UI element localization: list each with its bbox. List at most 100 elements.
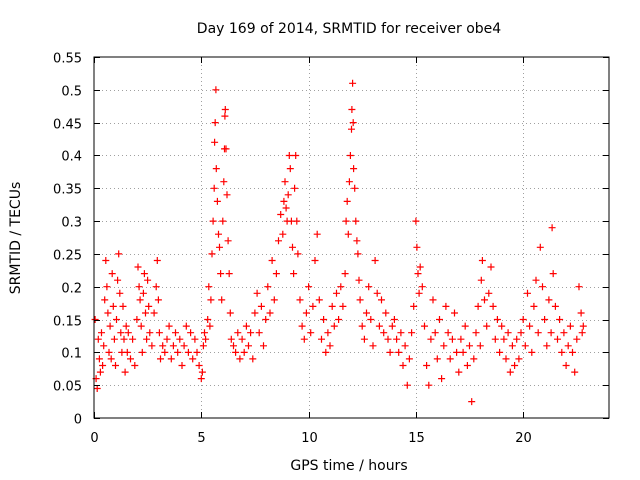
data-point bbox=[238, 335, 246, 343]
data-point bbox=[413, 243, 421, 251]
data-point bbox=[232, 348, 240, 356]
data-point bbox=[455, 368, 463, 376]
data-point bbox=[355, 276, 363, 284]
data-point bbox=[209, 217, 217, 225]
data-point bbox=[189, 355, 197, 363]
data-point bbox=[91, 316, 99, 323]
data-point bbox=[453, 348, 461, 356]
data-point bbox=[344, 230, 352, 238]
data-point bbox=[167, 355, 175, 363]
data-point bbox=[386, 348, 394, 356]
data-point bbox=[206, 322, 214, 330]
data-point bbox=[466, 342, 473, 350]
data-point bbox=[133, 316, 141, 323]
data-point bbox=[562, 362, 570, 369]
x-tick-label: 15 bbox=[408, 431, 425, 446]
data-point bbox=[197, 375, 205, 383]
data-point bbox=[129, 335, 137, 343]
data-point bbox=[320, 316, 328, 323]
y-tick-label: 0.4 bbox=[61, 150, 82, 165]
data-point bbox=[363, 309, 370, 317]
data-point bbox=[530, 302, 538, 310]
data-point bbox=[253, 289, 261, 297]
data-point bbox=[262, 316, 270, 323]
data-point bbox=[218, 296, 226, 304]
data-point bbox=[444, 329, 452, 337]
data-point bbox=[551, 302, 559, 310]
data-point bbox=[459, 348, 467, 356]
data-point bbox=[98, 329, 105, 337]
data-point bbox=[414, 270, 422, 278]
data-point bbox=[144, 276, 152, 284]
data-point bbox=[399, 362, 407, 369]
data-point bbox=[309, 302, 317, 310]
data-point bbox=[219, 217, 227, 225]
x-tick-labels: 0 5 10 15 20 bbox=[90, 431, 531, 446]
data-point bbox=[199, 342, 207, 350]
data-point bbox=[436, 316, 443, 323]
data-point bbox=[345, 178, 353, 186]
data-point bbox=[305, 283, 313, 291]
data-point bbox=[201, 329, 208, 337]
data-point bbox=[485, 289, 493, 297]
data-point bbox=[107, 355, 115, 363]
data-point bbox=[315, 296, 323, 304]
data-point bbox=[234, 329, 242, 337]
data-point bbox=[163, 335, 171, 343]
data-point bbox=[266, 309, 274, 317]
data-point bbox=[187, 329, 195, 337]
data-point bbox=[318, 335, 325, 343]
data-point bbox=[418, 283, 426, 291]
data-point bbox=[358, 322, 366, 330]
data-point bbox=[390, 316, 398, 323]
data-point bbox=[346, 152, 354, 159]
data-point bbox=[405, 355, 413, 363]
data-point bbox=[211, 119, 219, 127]
data-point bbox=[108, 270, 116, 278]
data-point bbox=[324, 329, 332, 337]
data-point bbox=[226, 309, 234, 317]
data-point bbox=[410, 302, 418, 310]
data-point bbox=[579, 322, 587, 330]
data-point bbox=[114, 276, 122, 284]
data-point bbox=[504, 329, 512, 337]
data-point bbox=[524, 289, 531, 297]
data-point bbox=[446, 355, 454, 363]
data-point bbox=[212, 165, 220, 173]
data-point bbox=[157, 355, 164, 363]
data-point bbox=[94, 335, 102, 343]
y-tick-label: 0.35 bbox=[53, 183, 82, 198]
data-point bbox=[513, 335, 521, 343]
x-tick-label: 10 bbox=[301, 431, 318, 446]
data-point bbox=[311, 257, 319, 264]
data-point bbox=[491, 335, 499, 343]
data-point bbox=[560, 329, 568, 337]
data-point bbox=[421, 322, 428, 330]
data-point bbox=[109, 302, 117, 310]
data-point bbox=[477, 276, 485, 284]
data-point bbox=[294, 250, 302, 258]
data-point bbox=[440, 342, 448, 350]
data-point bbox=[470, 355, 478, 363]
data-point bbox=[342, 217, 350, 225]
data-point bbox=[136, 296, 144, 304]
data-point bbox=[120, 335, 128, 343]
data-point bbox=[536, 243, 544, 251]
data-point bbox=[172, 329, 179, 337]
data-point bbox=[134, 263, 142, 271]
data-point bbox=[208, 250, 216, 258]
data-point bbox=[251, 309, 259, 317]
data-point bbox=[335, 316, 343, 323]
data-point bbox=[528, 348, 536, 356]
data-point bbox=[558, 348, 566, 356]
y-tick-label: 0.1 bbox=[61, 347, 82, 362]
data-point bbox=[155, 329, 163, 337]
data-point bbox=[543, 342, 551, 350]
data-point bbox=[100, 342, 108, 350]
data-point bbox=[300, 335, 308, 343]
data-point bbox=[115, 250, 123, 258]
data-point bbox=[112, 362, 119, 369]
data-point bbox=[496, 348, 504, 356]
data-point bbox=[161, 348, 169, 356]
data-point bbox=[371, 257, 379, 264]
